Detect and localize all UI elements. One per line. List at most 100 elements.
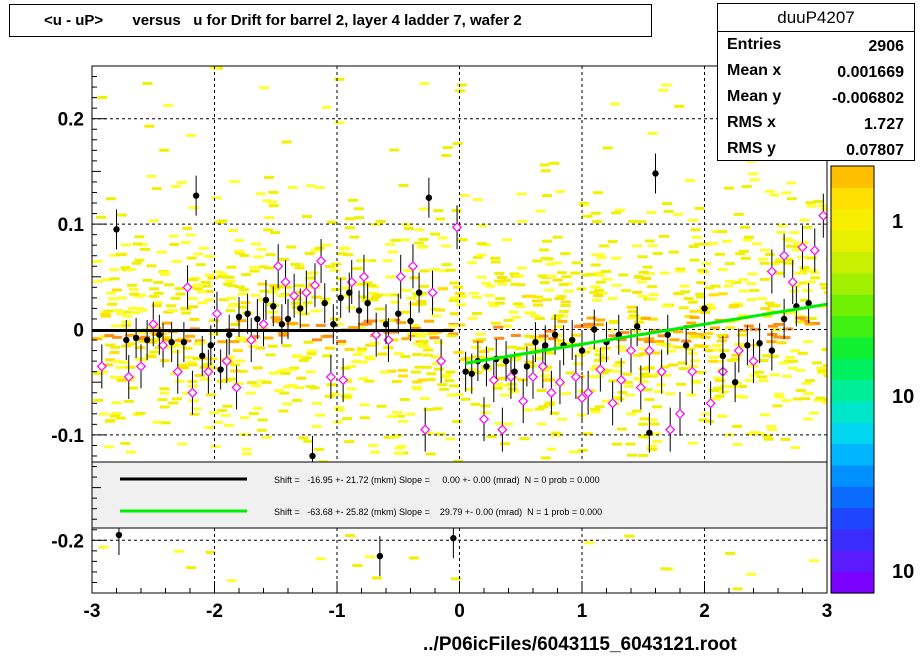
heat-cell [496, 363, 507, 367]
profile-point [701, 305, 708, 312]
heat-cell [654, 340, 665, 344]
heat-cell [792, 397, 803, 401]
heat-cell [201, 284, 212, 288]
heat-cell [156, 250, 167, 254]
heat-cell [227, 229, 238, 232]
heat-cell [764, 301, 775, 305]
heat-cell [336, 342, 347, 345]
heat-cell [230, 363, 241, 367]
heat-cell [250, 242, 261, 246]
heat-cell [272, 318, 283, 321]
heat-cell [758, 359, 769, 362]
heat-cell [637, 294, 648, 298]
heat-cell [315, 323, 326, 327]
heat-cell [356, 349, 367, 353]
heat-cell [737, 328, 748, 332]
heat-cell [372, 293, 383, 297]
heat-cell [762, 354, 772, 358]
profile-point [551, 331, 559, 338]
heat-cell [224, 275, 235, 279]
heat-cell [245, 391, 256, 395]
heat-cell [419, 397, 430, 400]
heat-cell [198, 246, 209, 250]
heat-cell [540, 456, 551, 460]
heat-cell [192, 356, 203, 360]
heat-cell [517, 219, 528, 223]
heat-cell [660, 567, 671, 571]
heat-cell [433, 341, 444, 344]
heat-cell [574, 325, 584, 328]
stats-value: 2906 [868, 38, 904, 55]
heat-cell [680, 290, 691, 294]
heat-cell [624, 534, 635, 538]
heat-cell [823, 291, 827, 295]
heat-cell [472, 198, 483, 201]
x-tick-label: -2 [206, 601, 223, 622]
heat-cell [341, 395, 352, 398]
heat-cell [542, 365, 553, 369]
heat-cell [484, 294, 495, 297]
profile-open-point [779, 250, 790, 261]
heat-cell [431, 314, 442, 318]
heat-cell [389, 293, 400, 297]
heat-cell [349, 282, 360, 286]
heat-cell [323, 334, 334, 338]
heat-cell [270, 287, 281, 291]
heat-cell [135, 337, 146, 341]
heat-cell [647, 374, 658, 378]
x-tick-label: 0 [454, 601, 465, 622]
heat-cell [673, 345, 684, 349]
heat-cell [816, 371, 827, 375]
heat-cell [242, 452, 252, 456]
y-tick-label: 0.1 [58, 215, 85, 236]
profile-open-point [427, 287, 438, 298]
colorbar-band [831, 230, 874, 252]
heat-cell [790, 446, 801, 449]
heat-cell [611, 283, 622, 287]
heat-cell [621, 289, 632, 293]
heat-cell [753, 370, 764, 374]
stats-row-rms-x: RMS x 1.727 [718, 110, 914, 136]
heat-cell [287, 186, 298, 189]
heat-cell [593, 288, 604, 292]
heat-cell [716, 334, 727, 338]
heat-cell [678, 367, 689, 371]
heat-cell [281, 344, 292, 348]
heat-cell [685, 347, 696, 351]
heat-cell [128, 386, 139, 390]
profile-point [615, 331, 622, 338]
profile-open-point [665, 424, 676, 435]
heat-cell [639, 352, 650, 356]
heat-cell [511, 355, 522, 359]
heat-cell [329, 392, 340, 396]
heat-cell [698, 271, 709, 275]
profile-open-point [644, 345, 655, 356]
profile-point [652, 170, 659, 177]
heat-cell [787, 366, 798, 370]
heat-cell [182, 226, 193, 230]
heat-cell [549, 161, 560, 165]
heat-cell [534, 407, 545, 411]
heat-cell [708, 241, 719, 245]
heat-cell [449, 384, 460, 388]
colorbar-band [831, 166, 874, 188]
heat-cell [430, 232, 441, 236]
heat-cell [694, 242, 705, 246]
heat-cell [407, 334, 418, 338]
profile-point [756, 340, 763, 347]
heat-cell [716, 339, 727, 343]
heat-cell [638, 347, 649, 351]
heat-cell [267, 200, 278, 204]
heat-cell [229, 180, 240, 184]
heat-cell [607, 297, 618, 301]
heat-cell [816, 366, 826, 370]
heat-cell [152, 420, 163, 424]
heat-cell [490, 260, 501, 264]
heat-cell [449, 296, 460, 300]
heat-cell [278, 409, 289, 413]
heat-cell [204, 255, 215, 258]
colorbar-band [831, 187, 874, 210]
heat-cell [570, 271, 581, 275]
heat-cell [112, 288, 122, 292]
heat-cell [717, 414, 728, 418]
